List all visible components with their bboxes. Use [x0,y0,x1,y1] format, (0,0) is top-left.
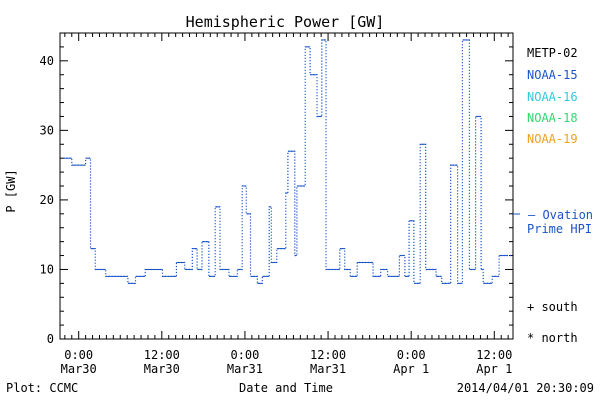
x-tick-date-label: Mar31 [310,362,346,376]
legend-entry-noaa-15: NOAA-15 [527,68,578,82]
legend-entry-metp-02: METP-02 [527,46,578,60]
legend-entry-noaa-16: NOAA-16 [527,90,578,104]
y-tick-label: 40 [40,54,54,68]
x-tick-date-label: Mar30 [144,362,180,376]
x-tick-time-label: 0:00 [230,348,259,362]
y-tick-label: 0 [47,332,54,346]
legend-south: + south [527,300,578,314]
x-tick-time-label: 12:00 [476,348,512,362]
footer-left: Plot: CCMC [6,381,78,395]
x-tick-time-label: 0:00 [64,348,93,362]
y-axis-label: P [GW] [4,169,18,212]
x-tick-date-label: Apr 1 [393,362,429,376]
x-ticks: 0:00Mar3012:00Mar300:00Mar3112:00Mar310:… [61,33,512,376]
y-tick-label: 20 [40,193,54,207]
y-tick-label: 10 [40,262,54,276]
legend-entry-noaa-19: NOAA-19 [527,132,578,146]
footer-right: 2014/04/01 20:30:09 [457,381,594,395]
plot-frame [59,32,514,340]
legend-north: * north [527,331,578,345]
x-tick-time-label: 12:00 [310,348,346,362]
chart-title: Hemispheric Power [GW] [186,13,385,31]
x-tick-date-label: Apr 1 [476,362,512,376]
x-axis-label: Date and Time [239,381,333,395]
x-tick-time-label: 0:00 [397,348,426,362]
x-tick-date-label: Mar30 [61,362,97,376]
legend-entry-noaa-18: NOAA-18 [527,111,578,125]
series-line-ovation-prime-hpi [63,39,513,284]
legend: METP-02 NOAA-15 NOAA-16 NOAA-18 NOAA-19 … [527,46,593,345]
x-tick-date-label: Mar31 [227,362,263,376]
legend-ovation-line2: Prime HPI [527,222,592,236]
x-tick-time-label: 12:00 [144,348,180,362]
legend-ovation-line1: — Ovation [528,208,593,222]
y-ticks: 0 10 20 30 40 [40,46,513,346]
y-tick-label: 30 [40,123,54,137]
series-layer [63,39,513,284]
